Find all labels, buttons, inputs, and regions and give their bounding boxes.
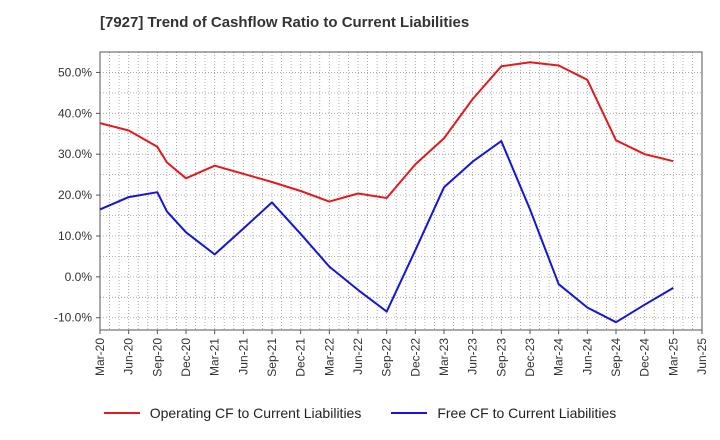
legend-swatch-operating-cf <box>103 412 140 414</box>
x-tick-label: Sep-21 <box>265 338 279 377</box>
legend-label-free-cf: Free CF to Current Liabilities <box>437 405 617 421</box>
x-tick-label: Dec-21 <box>294 338 308 377</box>
x-tick-label: Dec-23 <box>523 338 537 377</box>
x-tick-label: Dec-24 <box>638 338 652 377</box>
x-tick-label: Mar-24 <box>552 338 566 376</box>
plot-area <box>99 51 703 331</box>
x-tick-label: Jun-23 <box>466 338 480 375</box>
x-tick-label: Jun-21 <box>236 338 250 375</box>
series-lines <box>99 61 674 324</box>
x-tick-label: Sep-24 <box>609 338 623 377</box>
x-tick-label: Jun-25 <box>695 338 709 375</box>
y-tick-label: 50.0% <box>58 65 92 79</box>
x-tick-label: Sep-22 <box>380 338 394 377</box>
x-tick-label: Jun-22 <box>351 338 365 375</box>
x-tick-label: Sep-20 <box>150 338 164 377</box>
x-tick-label: Jun-20 <box>122 338 136 375</box>
x-tick-label: Sep-23 <box>494 338 508 377</box>
x-tick-label: Mar-20 <box>93 338 107 376</box>
x-tick-label: Dec-22 <box>408 338 422 377</box>
y-tick-label: 20.0% <box>58 188 92 202</box>
x-tick-label: Mar-21 <box>208 338 222 376</box>
y-tick-label: -10.0% <box>54 311 92 325</box>
x-axis-ticks: Mar-20 Jun-20 Sep-20 Dec-20 Mar-21 Jun-21 Sep-… <box>93 330 709 377</box>
x-tick-label: Mar-22 <box>322 338 336 376</box>
legend-swatch-free-cf <box>391 412 428 414</box>
x-tick-label: Dec-20 <box>179 338 193 377</box>
series-line-free-cf <box>99 140 674 324</box>
legend-item-operating-cf: Operating CF to Current Liabilities <box>103 405 362 421</box>
y-tick-label: 40.0% <box>58 106 92 120</box>
x-tick-label: Mar-23 <box>437 338 451 376</box>
x-tick-label: Mar-25 <box>666 338 680 376</box>
y-tick-label: 30.0% <box>58 147 92 161</box>
legend-item-free-cf: Free CF to Current Liabilities <box>391 405 616 421</box>
x-tick-label: Jun-24 <box>580 338 594 375</box>
series-line-operating-cf <box>99 61 674 203</box>
y-tick-label: 0.0% <box>65 270 93 284</box>
y-tick-label: 10.0% <box>58 229 92 243</box>
y-axis-ticks: -10.0% 0.0% 10.0% 20.0% 30.0% 40.0% 50.0% <box>54 65 100 325</box>
legend-label-operating-cf: Operating CF to Current Liabilities <box>149 405 362 421</box>
chart-title: [7927] Trend of Cashflow Ratio to Curren… <box>100 14 470 31</box>
grid <box>99 51 702 330</box>
legend: Operating CF to Current Liabilities Free… <box>0 405 720 421</box>
